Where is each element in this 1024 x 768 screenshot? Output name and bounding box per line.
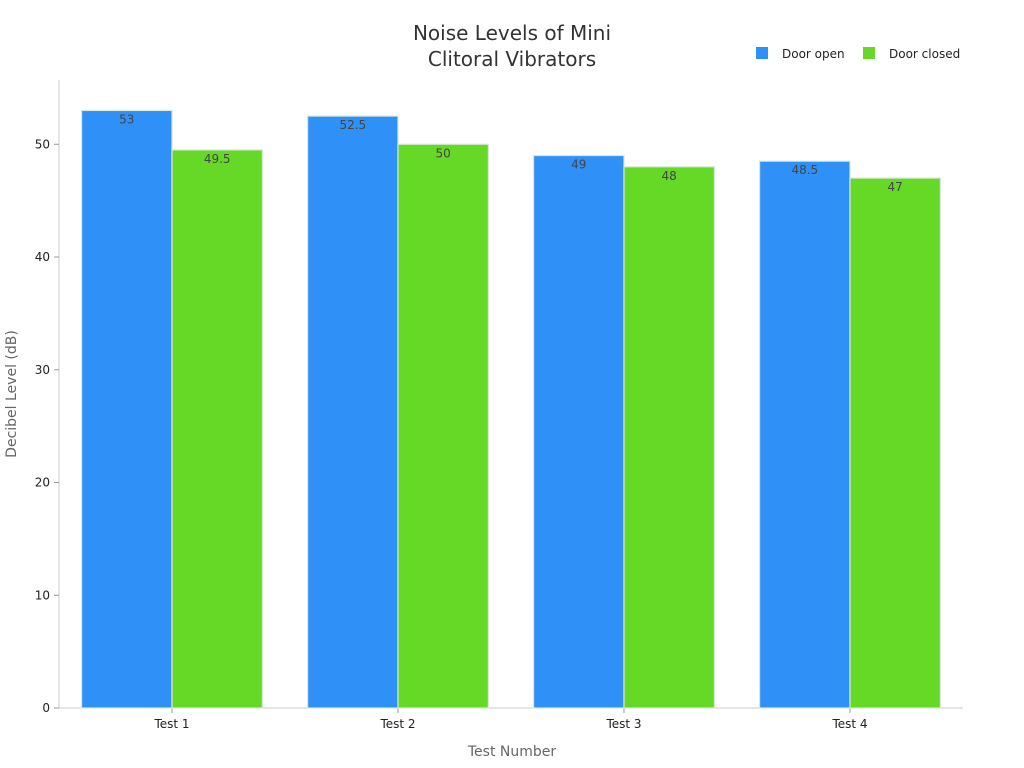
- y-tick-label: 40: [35, 250, 50, 264]
- y-axis-label: Decibel Level (dB): [4, 330, 20, 458]
- legend-swatch: [863, 47, 875, 59]
- bars: [80, 109, 942, 709]
- data-labels: 53 49.5 52.5 50 49 48 48.5 47: [119, 112, 903, 194]
- x-tick-label: Test 2: [379, 717, 415, 731]
- x-tick-label: Test 3: [605, 717, 641, 731]
- x-tick-label: Test 4: [831, 717, 867, 731]
- bar-door-open: [307, 115, 399, 709]
- data-label: 49.5: [204, 152, 231, 166]
- legend-label: Door open: [782, 47, 845, 61]
- y-tick-label: 20: [35, 476, 50, 490]
- chart-title-line-2: Clitoral Vibrators: [428, 47, 596, 71]
- legend: Door open Door closed: [756, 47, 960, 61]
- data-label: 48.5: [791, 163, 818, 177]
- bar-door-open: [80, 109, 173, 709]
- legend-swatch: [756, 47, 768, 59]
- bar-door-closed: [849, 177, 942, 709]
- bar-door-open: [532, 154, 625, 709]
- y-tick-label: 50: [35, 137, 50, 151]
- bar-door-open: [758, 160, 851, 709]
- data-label: 50: [436, 146, 451, 160]
- x-axis-label: Test Number: [467, 744, 557, 760]
- y-tick-label: 10: [35, 588, 50, 602]
- bar-door-closed: [623, 166, 716, 709]
- x-tick-label: Test 1: [153, 717, 189, 731]
- y-tick-label: 30: [35, 363, 50, 377]
- y-tick-label: 0: [42, 701, 50, 715]
- data-label: 53: [119, 112, 134, 126]
- bar-door-closed: [171, 149, 264, 709]
- data-label: 52.5: [339, 118, 366, 132]
- legend-label: Door closed: [889, 47, 960, 61]
- data-label: 49: [571, 158, 586, 172]
- data-label: 48: [662, 169, 677, 183]
- data-label: 47: [888, 180, 903, 194]
- chart-title-line-1: Noise Levels of Mini: [413, 21, 611, 45]
- y-axis: 0 10 20 30 40 50: [35, 80, 60, 715]
- bar-door-closed: [397, 143, 490, 709]
- x-axis: Test 1 Test 2 Test 3 Test 4: [59, 707, 963, 731]
